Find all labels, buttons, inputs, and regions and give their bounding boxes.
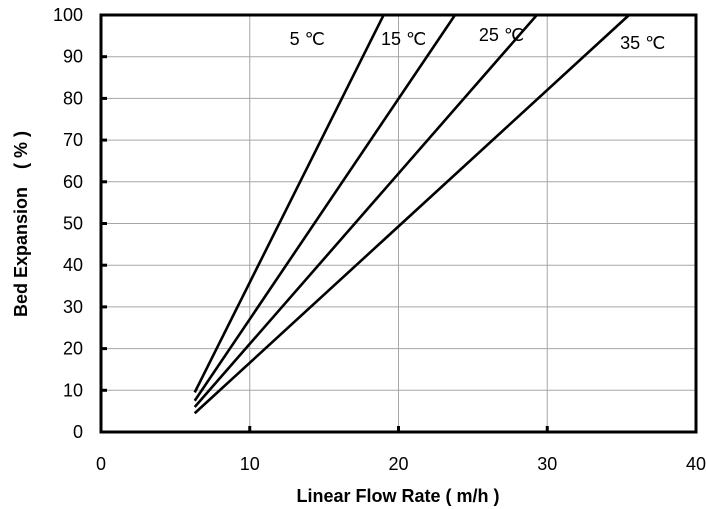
series-label: 25 ℃ <box>479 25 524 45</box>
y-tick-label: 0 <box>73 422 83 442</box>
y-axis-title: Bed Expansion ( % ) <box>11 131 31 317</box>
series-line <box>193 14 630 415</box>
y-tick-label: 40 <box>63 255 83 275</box>
y-tick-label: 60 <box>63 172 83 192</box>
series-line <box>193 14 385 393</box>
series-label: 15 ℃ <box>381 29 426 49</box>
y-tick-label: 70 <box>63 130 83 150</box>
grid-lines <box>100 14 697 433</box>
x-tick-label: 20 <box>388 454 408 474</box>
y-tick-label: 10 <box>63 380 83 400</box>
x-tick-label: 40 <box>686 454 706 474</box>
x-tick-labels: 0 10 20 30 40 <box>96 454 706 474</box>
series-labels: 5 ℃ 15 ℃ 25 ℃ 35 ℃ <box>290 25 666 53</box>
series-label: 35 ℃ <box>620 33 665 53</box>
y-tick-label: 80 <box>63 88 83 108</box>
y-tick-label: 30 <box>63 297 83 317</box>
x-tick-label: 0 <box>96 454 106 474</box>
y-tick-label: 50 <box>63 214 83 234</box>
x-axis-title: Linear Flow Rate ( m/h ) <box>296 486 499 506</box>
y-tick-label: 20 <box>63 339 83 359</box>
series-line <box>193 14 538 408</box>
y-tick-label: 90 <box>63 47 83 67</box>
y-tick-labels: 0 10 20 30 40 50 60 70 80 90 100 <box>53 5 83 442</box>
series-line <box>193 14 457 402</box>
tick-marks <box>99 13 698 434</box>
series-label: 5 ℃ <box>290 29 325 49</box>
x-tick-label: 30 <box>537 454 557 474</box>
x-tick-label: 10 <box>240 454 260 474</box>
series-lines <box>193 14 630 415</box>
y-tick-label: 100 <box>53 5 83 25</box>
